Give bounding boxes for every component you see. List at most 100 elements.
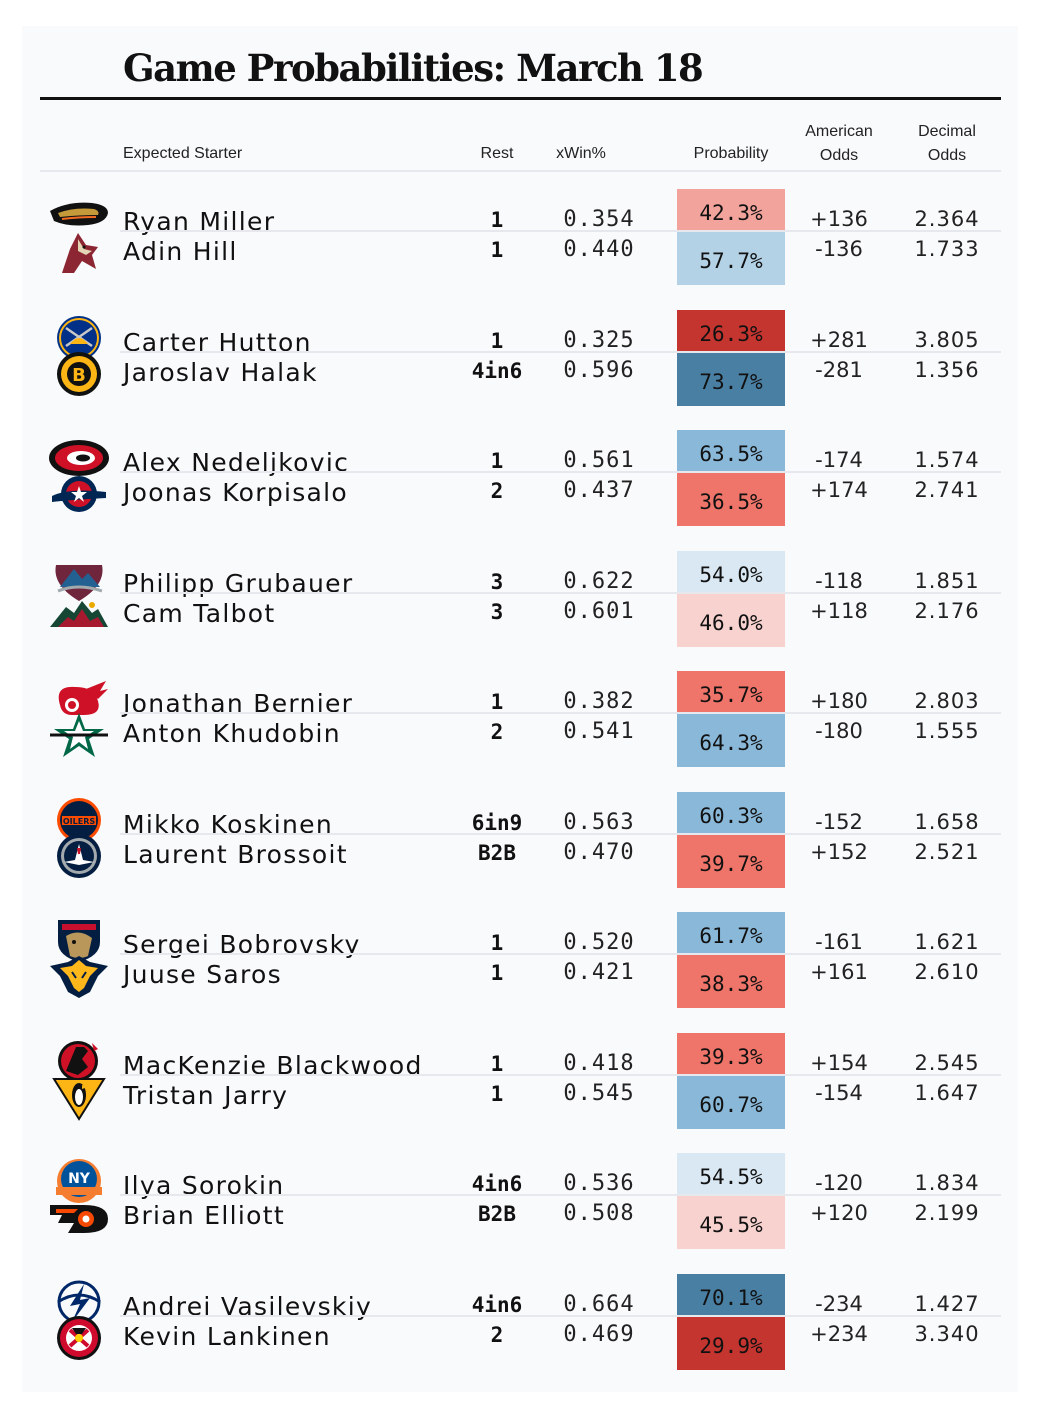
xwin-value: 0.508: [563, 1201, 635, 1226]
american-odds-value: +234: [810, 1322, 868, 1346]
row-divider: [120, 833, 1001, 835]
row-divider: [120, 1194, 1001, 1196]
starter-name: Joonas Korpisalo: [123, 478, 349, 507]
table-row: Joonas Korpisalo 2 0.437 36.5% +174 2.741: [0, 471, 1042, 526]
rest-value: 4in6: [471, 359, 523, 383]
header-decimal-odds-label: Odds: [927, 147, 967, 164]
table-row: B Jaroslav Halak 4in6 0.596 73.7% -281 1.356: [0, 351, 1042, 406]
rest-value: 1: [490, 690, 504, 714]
american-odds-value: +136: [810, 207, 868, 231]
rest-value: 1: [490, 238, 504, 262]
probability-value: 36.5%: [699, 490, 763, 514]
probability-value: 46.0%: [699, 611, 763, 635]
header-american-odds: American Odds: [795, 120, 883, 168]
panthers-logo: [48, 916, 110, 964]
american-odds-value: -161: [815, 930, 863, 954]
american-odds-value: +152: [810, 840, 868, 864]
xwin-value: 0.601: [563, 599, 635, 624]
decimal-odds-value: 1.555: [914, 719, 980, 743]
devils-logo: [48, 1037, 110, 1085]
table-row: Kevin Lankinen 2 0.469 29.9% +234 3.340: [0, 1314, 1042, 1370]
american-odds-value: -154: [815, 1081, 863, 1105]
xwin-value: 0.536: [563, 1171, 635, 1196]
xwin-value: 0.325: [563, 328, 635, 353]
american-odds-value: -120: [815, 1171, 863, 1195]
decimal-odds-value: 2.741: [914, 478, 980, 502]
decimal-odds-value: 1.834: [914, 1171, 980, 1195]
american-odds-value: -152: [815, 810, 863, 834]
predators-logo: [48, 952, 110, 1000]
american-odds-value: -180: [815, 719, 863, 743]
blackhawks-logo: [48, 1314, 110, 1362]
row-divider: [120, 1315, 1001, 1317]
header-decimal: Decimal: [918, 123, 976, 140]
american-odds-value: -174: [815, 448, 863, 472]
starter-name: Jaroslav Halak: [123, 358, 318, 387]
rest-value: 1: [490, 329, 504, 353]
header-probability: Probability: [693, 145, 769, 162]
probability-value: 39.3%: [699, 1045, 763, 1069]
decimal-odds-value: 1.356: [914, 358, 980, 382]
probability-value: 26.3%: [699, 322, 763, 346]
probability-cell: 57.7%: [677, 232, 785, 285]
row-divider: [120, 592, 1001, 594]
probability-cell: 64.3%: [677, 714, 785, 767]
starter-name: Juuse Saros: [123, 960, 282, 989]
american-odds-value: +118: [810, 599, 868, 623]
decimal-odds-value: 3.805: [914, 328, 980, 352]
xwin-value: 0.541: [563, 719, 635, 744]
page-title: Game Probabilities: March 18: [123, 46, 704, 90]
decimal-odds-value: 1.427: [914, 1292, 980, 1316]
wild-logo: [48, 591, 110, 639]
rest-value: 1: [490, 208, 504, 232]
american-odds-value: +161: [810, 960, 868, 984]
decimal-odds-value: 1.574: [914, 448, 980, 472]
xwin-value: 0.520: [563, 930, 635, 955]
xwin-value: 0.421: [563, 960, 635, 985]
rest-value: B2B: [478, 841, 516, 865]
american-odds-value: +281: [810, 328, 868, 352]
decimal-odds-value: 3.340: [914, 1322, 980, 1346]
table-row: Adin Hill 1 0.440 57.7% -136 1.733: [0, 230, 1042, 285]
header-xwin: xWin%: [556, 145, 606, 162]
table-row: Anton Khudobin 2 0.541 64.3% -180 1.555: [0, 712, 1042, 767]
rest-value: 4in6: [471, 1172, 523, 1196]
decimal-odds-value: 2.610: [914, 960, 980, 984]
probability-value: 54.5%: [699, 1165, 763, 1189]
header-divider: [40, 170, 1001, 172]
row-divider: [120, 471, 1001, 473]
hurricanes-logo: [48, 434, 110, 482]
probability-value: 63.5%: [699, 442, 763, 466]
jets-logo: [48, 832, 110, 880]
svg-text:NY: NY: [68, 1171, 91, 1187]
xwin-value: 0.437: [563, 478, 635, 503]
xwin-value: 0.382: [563, 689, 635, 714]
xwin-value: 0.664: [563, 1292, 635, 1317]
rest-value: B2B: [478, 1202, 516, 1226]
starter-name: Laurent Brossoit: [123, 840, 348, 869]
probability-cell: 36.5%: [677, 473, 785, 526]
table-card: [22, 26, 1018, 1392]
avalanche-logo: [48, 555, 110, 603]
decimal-odds-value: 2.176: [914, 599, 980, 623]
american-odds-value: +180: [810, 689, 868, 713]
flyers-logo: [48, 1193, 110, 1241]
decimal-odds-value: 1.733: [914, 237, 980, 261]
ducks-logo: [48, 193, 110, 241]
probability-cell: 38.3%: [677, 955, 785, 1008]
american-odds-value: +174: [810, 478, 868, 502]
probability-value: 73.7%: [699, 370, 763, 394]
decimal-odds-value: 1.621: [914, 930, 980, 954]
svg-text:B: B: [72, 365, 86, 386]
probability-cell: 60.7%: [677, 1076, 785, 1129]
islanders-logo: NY: [48, 1157, 110, 1205]
rest-value: 4in6: [471, 1293, 523, 1317]
american-odds-value: -136: [815, 237, 863, 261]
decimal-odds-value: 2.545: [914, 1051, 980, 1075]
xwin-value: 0.561: [563, 448, 635, 473]
xwin-value: 0.563: [563, 810, 635, 835]
title-divider: [40, 97, 1001, 100]
probability-value: 57.7%: [699, 249, 763, 273]
probability-value: 54.0%: [699, 563, 763, 587]
starter-name: Kevin Lankinen: [123, 1322, 331, 1351]
